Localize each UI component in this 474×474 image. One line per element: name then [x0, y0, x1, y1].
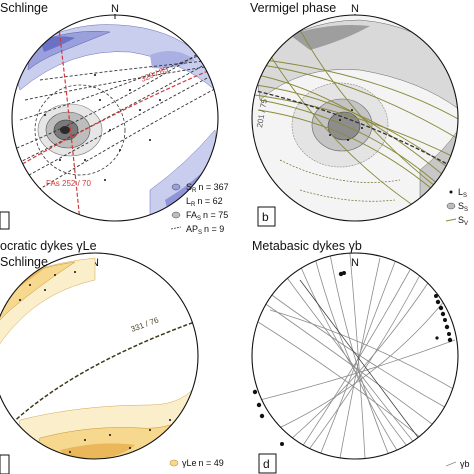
panel-c-net-outline — [0, 252, 199, 460]
panel-a-contour-inner — [40, 36, 75, 52]
panel-b: Vermigel phase N — [250, 1, 468, 227]
panel-d-letter: d — [263, 457, 270, 471]
panel-a-letter-box — [0, 211, 10, 230]
panel-b-legend: LS SS SV — [445, 187, 468, 227]
panel-a-plane-label-2: FAs 252 / 70 — [46, 179, 91, 188]
panel-b-legend-sv-swatch — [445, 218, 457, 222]
panel-b-legend-ss-swatch — [446, 202, 456, 210]
panel-a-legend-lr-sym: LR n = 62 — [186, 196, 223, 208]
panel-c-plane-label: 331 / 76 — [130, 315, 161, 334]
panel-b-legend-ls-swatch — [449, 190, 453, 194]
panel-d-letter-box — [258, 453, 277, 474]
panel-a-title: Schlinge — [0, 1, 48, 15]
panel-c-legend-label: γLe n = 49 — [182, 458, 224, 468]
panel-b-letter-box — [257, 206, 276, 227]
panel-a-legend-fa-sym: FAS n = 75 — [186, 210, 228, 222]
panel-c-letter-box — [0, 454, 10, 474]
panel-a-legend-ap-swatch — [170, 226, 182, 230]
panel-a-net-outline — [11, 14, 219, 222]
panel-a-legend-fa-swatch — [171, 211, 181, 219]
panel-b-title: Vermigel phase — [250, 1, 336, 15]
panel-d-dark-line — [299, 279, 421, 441]
panel-a-legend: SR n = 367 LR n = 62 FAS n = 75 APS n = 9 — [170, 182, 229, 236]
panel-d-north-label: N — [351, 257, 359, 269]
panel-d: Metabasic dykes γb N — [251, 239, 470, 474]
panel-b-legend-ss: SS — [458, 201, 468, 213]
panel-a-red-plane-2 — [57, 19, 81, 221]
panel-c-stereonet-content — [0, 257, 198, 459]
panel-d-stereonet-content — [254, 253, 456, 459]
panel-b-points — [329, 109, 363, 141]
panel-b-great-circles — [254, 29, 458, 211]
panel-b-legend-sv: SV — [458, 215, 468, 227]
panel-b-stereonet-content — [252, 15, 458, 221]
panel-b-north-label: N — [351, 3, 359, 15]
panel-a-stereonet-content — [12, 19, 218, 221]
panel-c-title: ocratic dykes γLe — [0, 239, 97, 253]
panel-b-mean-plane — [252, 89, 458, 171]
panel-a-red-plane-1 — [12, 64, 218, 171]
panel-a-north-label: N — [111, 3, 119, 15]
panel-a-cluster-core — [60, 126, 70, 134]
panel-a-legend-sr-sym: SR n = 367 — [186, 182, 229, 194]
panel-b-contour-north — [290, 25, 370, 50]
panel-d-great-circles — [254, 253, 456, 459]
panel-a: Schlinge N — [0, 1, 229, 236]
panel-c-subtitle: Schlinge — [0, 255, 48, 269]
panel-b-net-outline — [251, 14, 459, 222]
panel-b-dotted-circles — [279, 159, 401, 202]
panel-d-poles — [252, 271, 453, 446]
panel-d-title: Metabasic dykes γb — [252, 239, 362, 253]
panel-d-legend-swatch — [445, 461, 457, 467]
panel-a-contour-ne — [150, 51, 195, 69]
panel-b-cluster-inner — [327, 111, 361, 141]
panel-a-great-circles — [12, 39, 218, 196]
panel-d-legend: γb — [445, 459, 470, 469]
panel-d-net-outline — [251, 252, 459, 460]
panel-b-legend-ls: LS — [458, 187, 467, 199]
panel-c: ocratic dykes γLe Schlinge N 331 / 76 — [0, 239, 224, 474]
panel-a-small-circle — [34, 84, 126, 176]
panel-a-points — [44, 74, 161, 181]
panel-c-legend-swatch — [169, 459, 179, 467]
panel-a-legend-ap-sym: APS n = 9 — [186, 224, 224, 236]
panel-b-letter: b — [262, 210, 269, 224]
panel-a-legend-sr-swatch — [171, 183, 181, 191]
panel-c-legend: γLe n = 49 — [169, 458, 224, 468]
panel-d-legend-label: γb — [460, 459, 470, 469]
